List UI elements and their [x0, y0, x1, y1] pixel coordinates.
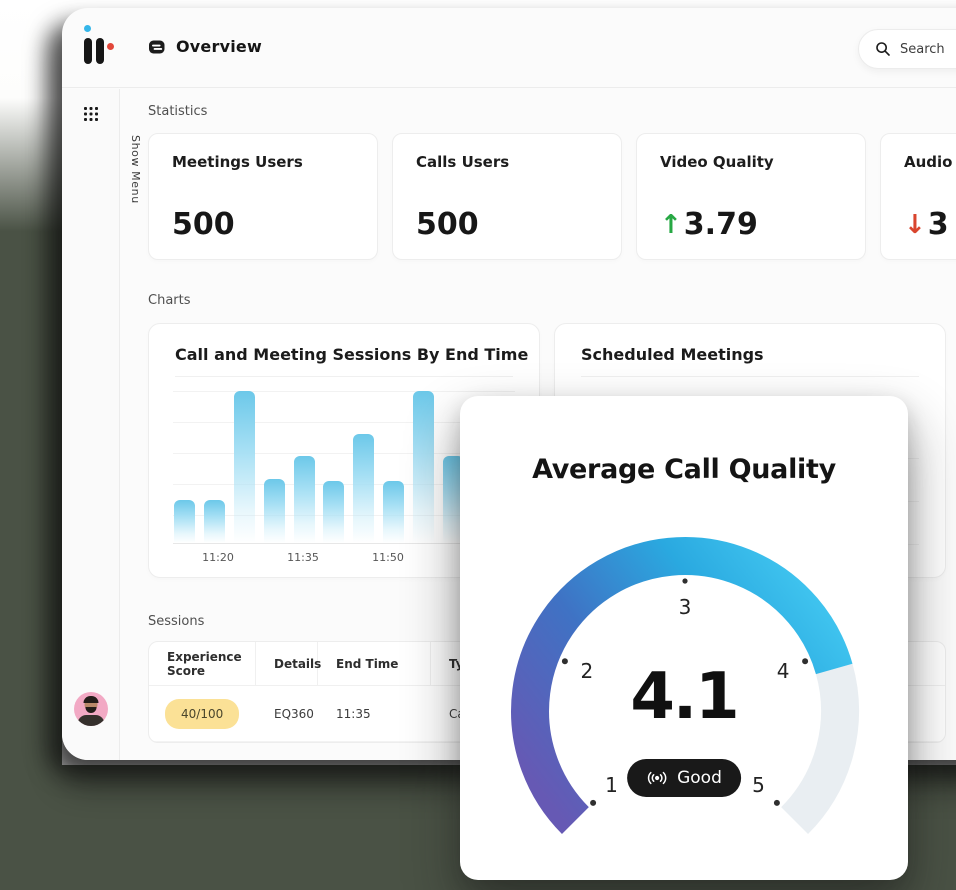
gauge-tick-2: 2 — [581, 659, 594, 683]
page-title-text: Overview — [176, 37, 262, 56]
grid-menu-icon[interactable] — [84, 107, 98, 121]
chart-bar[interactable] — [174, 500, 195, 543]
backdrop-left — [0, 0, 62, 890]
gauge-value-arc — [511, 537, 853, 835]
trend-up-icon: ↑ — [660, 209, 682, 240]
chart-bar[interactable] — [293, 456, 315, 543]
stat-card-value: ↑ 3.79 — [660, 207, 758, 242]
gauge-track-arc — [780, 663, 860, 835]
signal-icon — [647, 771, 667, 785]
logo-bar — [96, 38, 104, 64]
stat-card-value: 500 — [172, 207, 235, 242]
trend-down-icon: ↓ — [904, 209, 926, 240]
chart-bar[interactable] — [442, 456, 464, 543]
stat-card-calls-users[interactable]: Calls Users 500 — [392, 133, 622, 260]
chart-bar[interactable] — [353, 433, 375, 543]
bar-chart-plot: 11:20 11:35 11:50 — [173, 391, 515, 564]
logo-red-dot-icon — [107, 43, 114, 50]
search-box[interactable] — [858, 29, 956, 69]
bar-chart-bars — [174, 391, 464, 543]
avatar-face — [83, 696, 99, 713]
end-time-cell: 11:35 — [336, 706, 371, 721]
x-axis-tick: 11:50 — [372, 551, 404, 564]
logo-bar — [84, 38, 92, 64]
gauge-tick-1: 1 — [605, 773, 618, 797]
chart-bar[interactable] — [383, 480, 405, 543]
sessions-section-label: Sessions — [148, 614, 205, 629]
average-call-quality-card: Average Call Quality 1 — [460, 396, 908, 880]
stat-card-title: Video Quality — [660, 153, 774, 171]
call-quality-gauge: 1 2 3 4 5 — [511, 537, 860, 835]
x-axis-tick: 11:35 — [287, 551, 319, 564]
search-icon — [876, 42, 890, 56]
dashboard-icon — [149, 40, 165, 53]
user-avatar[interactable] — [74, 692, 108, 726]
gauge-tick-4: 4 — [777, 659, 790, 683]
gauge-value: 4.1 — [630, 660, 739, 734]
stat-card-value: 500 — [416, 207, 479, 242]
column-header-experience-score[interactable]: Experience Score — [149, 642, 256, 685]
charts-section-label: Charts — [148, 293, 191, 308]
stat-card-meetings-users[interactable]: Meetings Users 500 — [148, 133, 378, 260]
statistics-cards-row: Meetings Users 500 Calls Users 500 Video… — [148, 133, 956, 260]
stat-card-audio-quality[interactable]: Audio Quality ↓ 3 — [880, 133, 956, 260]
chart-bar[interactable] — [233, 391, 255, 543]
gauge-title: Average Call Quality — [532, 454, 836, 485]
chart-bar[interactable] — [203, 500, 225, 543]
gauge-tick-3: 3 — [679, 595, 692, 619]
chart-bar[interactable] — [323, 480, 345, 543]
column-header-details[interactable]: Details — [256, 642, 321, 685]
details-cell: EQ360 — [274, 706, 314, 721]
chart-bar[interactable] — [413, 391, 434, 543]
x-axis-tick: 11:20 — [202, 551, 234, 564]
divider — [175, 376, 513, 377]
page-title: Overview — [148, 37, 262, 56]
experience-score-cell: 40/100 — [149, 698, 256, 729]
gauge-tick-labels: 1 2 3 4 5 — [581, 595, 790, 797]
top-bar: Overview — [62, 8, 956, 88]
statistics-section-label: Statistics — [148, 104, 208, 119]
brand-logo[interactable] — [76, 21, 120, 73]
search-input[interactable] — [900, 41, 956, 57]
chart-bar[interactable] — [263, 479, 285, 543]
gauge-tick-5: 5 — [752, 773, 765, 797]
stat-card-video-quality[interactable]: Video Quality ↑ 3.79 — [636, 133, 866, 260]
stat-card-value-text: 3 — [927, 207, 949, 242]
gauge-tick-dots — [561, 578, 809, 806]
avatar-body — [77, 715, 105, 726]
divider — [581, 376, 919, 377]
score-badge: 40/100 — [165, 698, 240, 729]
stat-card-title: Meetings Users — [172, 153, 303, 171]
chart-title: Call and Meeting Sessions By End Time — [175, 345, 529, 364]
column-header-end-time[interactable]: End Time — [318, 642, 431, 685]
quality-status-text: Good — [677, 768, 722, 788]
sidebar: Show Menu — [62, 89, 142, 760]
show-menu-button[interactable]: Show Menu — [129, 135, 142, 204]
chart-title: Scheduled Meetings — [581, 345, 764, 364]
stat-card-value: ↓ 3 — [904, 207, 949, 242]
stat-card-title: Audio Quality — [904, 153, 956, 171]
quality-status-badge: Good — [627, 759, 741, 797]
stat-card-title: Calls Users — [416, 153, 510, 171]
logo-blue-dot-icon — [84, 25, 91, 32]
stat-card-value-text: 3.79 — [683, 207, 758, 242]
